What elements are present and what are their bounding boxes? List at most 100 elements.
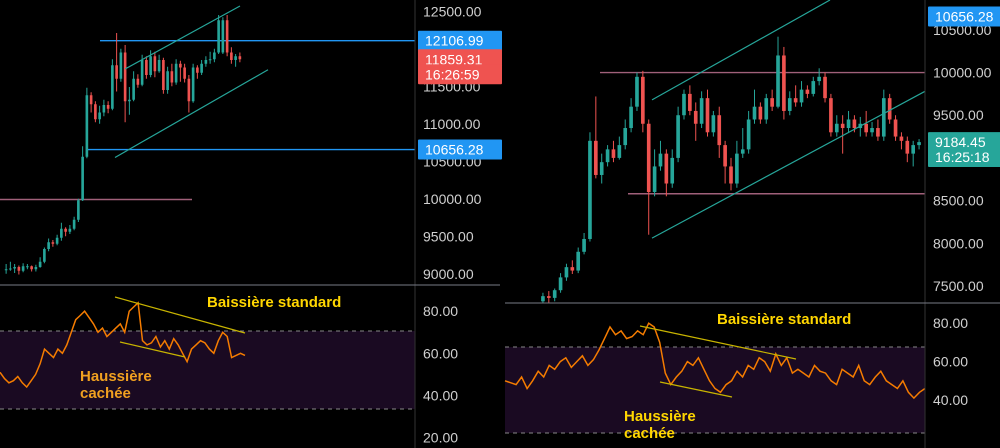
left-label-cachee: cachée (80, 385, 131, 402)
candle-body (213, 52, 216, 60)
candle-body (34, 267, 38, 270)
candle-body (629, 106, 633, 129)
candle-body (21, 266, 25, 271)
candle-body (817, 76, 821, 82)
left-chart: Baissière standard Haussière cachée 1250… (0, 0, 502, 448)
price-tick-label: 12500.00 (423, 3, 482, 19)
candle-body (170, 71, 174, 83)
candle-body (230, 52, 233, 60)
candle-body (605, 149, 610, 163)
rsi-tick-label: 40.00 (423, 387, 458, 403)
candle-body (646, 123, 651, 193)
candle-body (43, 249, 46, 262)
candle-body (776, 55, 780, 107)
candle-body (834, 123, 839, 133)
candle-body (26, 266, 29, 268)
candle-body (782, 55, 786, 111)
candle-body (196, 67, 199, 73)
candle-body (870, 128, 874, 133)
left-rsi-line (0, 301, 246, 389)
candle-body (899, 136, 904, 141)
candle-body (119, 52, 123, 79)
candle-body (729, 166, 733, 184)
candle-body (145, 60, 148, 75)
candle-body (81, 156, 84, 201)
right-rsi-line (504, 322, 926, 400)
left-label-haussiere: Haussière (80, 368, 152, 385)
candle-body (594, 140, 598, 175)
candle-body (787, 98, 792, 111)
candle-body (221, 20, 225, 53)
candle-body (77, 200, 80, 220)
rsi-tick-label: 80.00 (933, 315, 968, 331)
candle-body (541, 296, 545, 302)
candle-body (617, 145, 622, 158)
channel-line (651, 0, 831, 101)
candle-body (47, 242, 50, 249)
candle-body (846, 119, 851, 129)
candle-body (852, 119, 857, 129)
candle-body (30, 266, 33, 270)
candle-body (823, 76, 827, 99)
right-rsi-band (505, 347, 925, 433)
candle-body (183, 67, 186, 79)
candle-body (688, 93, 692, 111)
price-tick-label: 9000.00 (423, 266, 474, 282)
candle-body (893, 119, 898, 137)
right-label-haussiere: Haussière (624, 408, 696, 425)
left-rsi-band (0, 331, 415, 409)
candle-body (17, 267, 21, 271)
candle-body (887, 98, 892, 120)
candle-body (558, 277, 563, 291)
price-tag-label: 16:25:18 (935, 149, 990, 165)
candle-body (238, 56, 242, 60)
candle-body (881, 98, 886, 137)
price-tick-label: 8500.00 (933, 193, 984, 209)
candle-body (735, 153, 739, 184)
candle-body (693, 110, 698, 124)
candle-body (204, 60, 208, 64)
candle-body (676, 115, 680, 158)
candle-body (564, 267, 569, 278)
right-label-cachee: cachée (624, 425, 675, 442)
candle-body (599, 162, 604, 175)
candle-body (13, 267, 16, 269)
right-rsi-axis: 80.00 60.00 40.00 (933, 315, 968, 408)
candle-body (38, 261, 42, 267)
price-tag-label: 11859.31 (425, 51, 483, 67)
candle-body (123, 52, 127, 102)
candle-body (200, 63, 203, 73)
candle-body (85, 95, 89, 157)
candle-body (740, 149, 745, 154)
candle-body (4, 269, 8, 271)
candle-body (752, 106, 757, 120)
price-tag (418, 139, 502, 160)
rsi-tick-label: 60.00 (933, 354, 968, 370)
candle-body (153, 56, 157, 72)
left-rsi-axis: 80.00 60.00 40.00 20.00 (423, 303, 458, 445)
rsi-tick-label: 40.00 (933, 392, 968, 408)
candle-body (51, 242, 55, 244)
right-label-baissiere: Baissière standard (717, 311, 851, 328)
candle-body (115, 65, 118, 79)
candle-body (166, 71, 169, 90)
candle-body (132, 78, 135, 100)
candle-body (623, 128, 628, 146)
candle-body (764, 98, 769, 120)
candle-body (208, 59, 212, 61)
candle-body (811, 81, 816, 94)
candle-body (187, 78, 191, 102)
candle-body (611, 149, 616, 158)
candle-body (191, 67, 195, 102)
price-tick-label: 8000.00 (933, 235, 984, 251)
candle-body (55, 237, 59, 244)
candle-body (234, 56, 237, 60)
price-tag (928, 6, 1000, 27)
candle-body (641, 76, 645, 124)
candle-body (635, 76, 639, 107)
candle-body (162, 60, 165, 90)
candle-body (699, 98, 704, 124)
candle-body (174, 63, 178, 83)
